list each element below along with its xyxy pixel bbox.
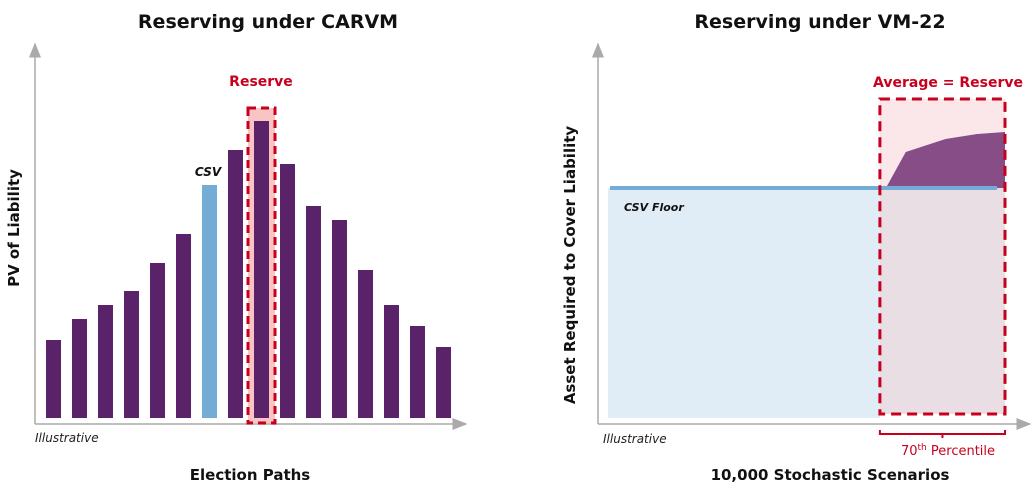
chart-title: Reserving under VM-22	[694, 11, 945, 33]
average-reserve-box	[878, 97, 1007, 416]
bar	[176, 234, 191, 418]
csv-label: CSV	[195, 165, 223, 179]
illustrative-note: Illustrative	[35, 431, 99, 445]
chart-title: Reserving under CARVM	[138, 11, 398, 33]
bar	[150, 263, 165, 418]
tail-scenarios-area	[885, 132, 1005, 188]
average-reserve-label: Average = Reserve	[873, 75, 1023, 91]
bar	[254, 121, 269, 418]
bar	[46, 340, 61, 418]
bar	[358, 270, 373, 418]
bars	[46, 121, 451, 418]
bar	[410, 326, 425, 418]
bar	[332, 220, 347, 418]
bar	[72, 319, 87, 418]
percentile-bracket	[878, 430, 1006, 438]
bar	[228, 150, 243, 418]
tail-floor-overlap	[879, 188, 1005, 414]
x-axis-label: Election Paths	[190, 466, 311, 484]
csv-floor-area	[608, 188, 880, 418]
y-axis-label: PV of Liability	[5, 169, 23, 287]
carvm-chart: Reserving under CARVM CSV Reserve Illust…	[5, 11, 468, 484]
y-axis-label: Asset Required to Cover Liability	[561, 126, 579, 405]
bar	[280, 164, 295, 418]
csv-floor-label: CSV Floor	[624, 201, 684, 214]
reserve-label: Reserve	[229, 74, 293, 90]
illustrative-note: Illustrative	[603, 432, 667, 446]
bar	[306, 206, 321, 418]
bar	[436, 347, 451, 418]
bar	[98, 305, 113, 418]
reserve-box	[246, 106, 277, 425]
x-axis-label: 10,000 Stochastic Scenarios	[711, 466, 950, 484]
vm22-chart: Reserving under VM-22 CSV Floor Average …	[561, 11, 1032, 484]
bar	[124, 291, 139, 418]
percentile-label: 70th Percentile	[901, 443, 995, 459]
csv-bar	[202, 185, 217, 418]
bar	[384, 305, 399, 418]
